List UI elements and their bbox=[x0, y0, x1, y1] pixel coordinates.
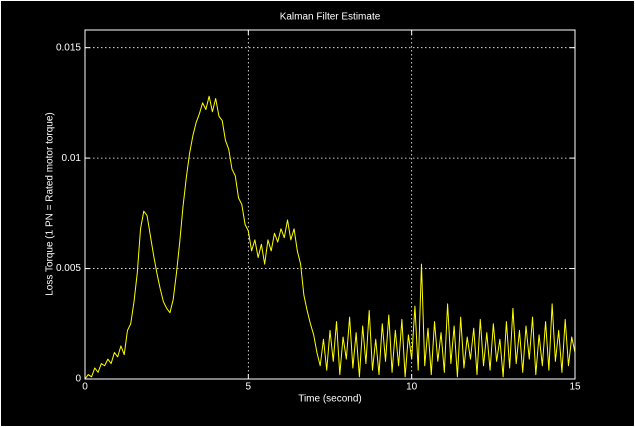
x-tick-label: 0 bbox=[82, 382, 88, 393]
y-tick-label: 0.01 bbox=[62, 153, 82, 164]
y-axis-label: Loss Torque (1 PN = Rated motor torque) bbox=[45, 112, 56, 296]
data-line bbox=[84, 95, 576, 380]
x-tick-label: 5 bbox=[246, 382, 252, 393]
x-tick-label: 15 bbox=[569, 382, 581, 393]
y-tick-label: 0 bbox=[75, 374, 81, 385]
axes-box bbox=[84, 29, 576, 380]
chart-title: Kalman Filter Estimate bbox=[280, 12, 381, 23]
y-tick-label: 0.005 bbox=[56, 263, 81, 274]
y-tick-label: 0.015 bbox=[56, 42, 81, 53]
x-axis-label: Time (second) bbox=[298, 394, 362, 405]
x-tick-label: 10 bbox=[406, 382, 418, 393]
